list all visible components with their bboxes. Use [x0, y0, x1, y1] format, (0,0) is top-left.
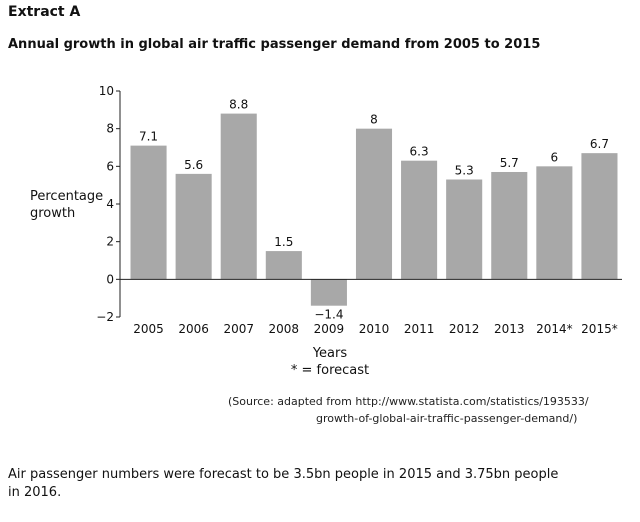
x-axis-forecast-note: * = forecast — [291, 363, 369, 378]
data-label: 1.5 — [274, 235, 293, 249]
x-tick-label: 2013 — [494, 322, 525, 336]
bar-2008 — [265, 251, 302, 280]
data-label: 8.8 — [229, 98, 248, 112]
bar-2006 — [175, 173, 212, 280]
bar-2009 — [310, 279, 347, 306]
y-axis-label-line1: Percentage — [30, 189, 103, 204]
bar-2010 — [355, 128, 393, 280]
data-label: 6 — [551, 150, 559, 164]
extract-label: Extract A — [8, 4, 81, 20]
bar-2012 — [446, 179, 483, 280]
x-tick-label: 2008 — [269, 322, 300, 336]
bar-2005 — [130, 145, 167, 280]
bar-chart: −2 0 2 4 6 8 10 7.1 2005 5.6 2006 8.8 2007 1.5 2008 −1… — [30, 84, 622, 378]
data-label: 5.3 — [455, 164, 474, 178]
y-axis-label-line2: growth — [30, 206, 75, 221]
bar-2007 — [220, 113, 257, 280]
chart-title: Annual growth in global air traffic pass… — [8, 37, 541, 52]
x-tick-label: 2010 — [359, 322, 390, 336]
x-axis-label: Years — [312, 346, 348, 361]
data-label: 8 — [370, 113, 378, 127]
y-tick-label: 0 — [106, 272, 114, 286]
source-citation: (Source: adapted from http://www.statist… — [228, 393, 628, 427]
data-label: 5.7 — [500, 156, 519, 170]
x-tick-label: 2015* — [581, 322, 618, 336]
source-line-1: (Source: adapted from http://www.statist… — [228, 395, 589, 408]
bar-2013 — [491, 171, 528, 280]
bar-2011 — [401, 160, 438, 280]
y-tick-label: 4 — [106, 197, 114, 211]
data-label: 5.6 — [184, 158, 203, 172]
bar-2014 — [536, 166, 573, 280]
x-tick-label: 2006 — [178, 322, 209, 336]
bars-layer — [130, 113, 618, 306]
y-tick-label: −2 — [96, 310, 114, 324]
x-tick-label: 2007 — [223, 322, 254, 336]
data-label: 6.7 — [590, 137, 609, 151]
y-tick-label: 2 — [106, 235, 114, 249]
data-label: 6.3 — [410, 145, 429, 159]
x-tick-label: 2011 — [404, 322, 435, 336]
data-label: 7.1 — [139, 130, 158, 144]
y-tick-label: 10 — [99, 84, 114, 98]
y-tick-label: 8 — [106, 122, 114, 136]
footnote-line-1: Air passenger numbers were forecast to b… — [8, 467, 559, 482]
bar-2015 — [581, 153, 618, 280]
x-tick-label: 2005 — [133, 322, 164, 336]
footnote-text: Air passenger numbers were forecast to b… — [8, 466, 568, 502]
footnote-line-2: in 2016. — [8, 485, 62, 500]
axis-layer: −2 0 2 4 6 8 10 — [96, 84, 622, 324]
x-tick-label: 2012 — [449, 322, 480, 336]
y-tick-label: 6 — [106, 159, 114, 173]
data-label: −1.4 — [314, 308, 343, 322]
x-tick-label: 2009 — [314, 322, 345, 336]
x-tick-label: 2014* — [536, 322, 573, 336]
source-line-2: growth-of-global-air-traffic-passenger-d… — [316, 412, 578, 425]
